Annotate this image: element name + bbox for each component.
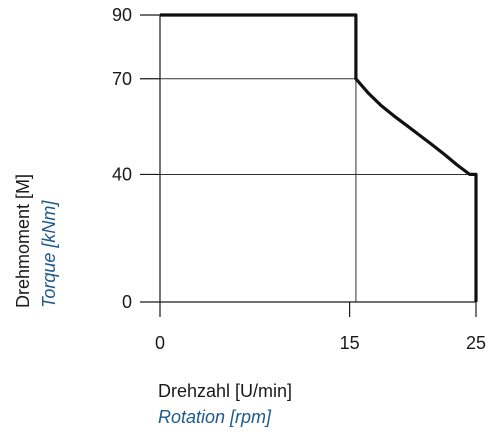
torque-curve-group (160, 13, 478, 302)
y-tick-label: 90 (112, 5, 132, 25)
torque-curve-line (160, 13, 478, 302)
x-tick-label: 15 (340, 333, 360, 353)
y-tick-label: 40 (112, 164, 132, 184)
reference-lines (160, 78, 476, 302)
y-axis-label: Drehmoment [M] (13, 174, 33, 308)
x-tick-label: 25 (466, 333, 486, 353)
axes (159, 15, 476, 303)
x-axis-label-secondary: Rotation [rpm] (158, 407, 272, 427)
tick-labels: 0 40 70 90 0 15 25 (112, 5, 486, 353)
y-tick-label: 70 (112, 69, 132, 89)
x-tick-label: 0 (155, 333, 165, 353)
y-tick-label: 0 (122, 292, 132, 312)
x-axis-label: Drehzahl [U/min] (158, 381, 292, 401)
y-axis-label-secondary: Torque [kNm] (39, 200, 59, 308)
